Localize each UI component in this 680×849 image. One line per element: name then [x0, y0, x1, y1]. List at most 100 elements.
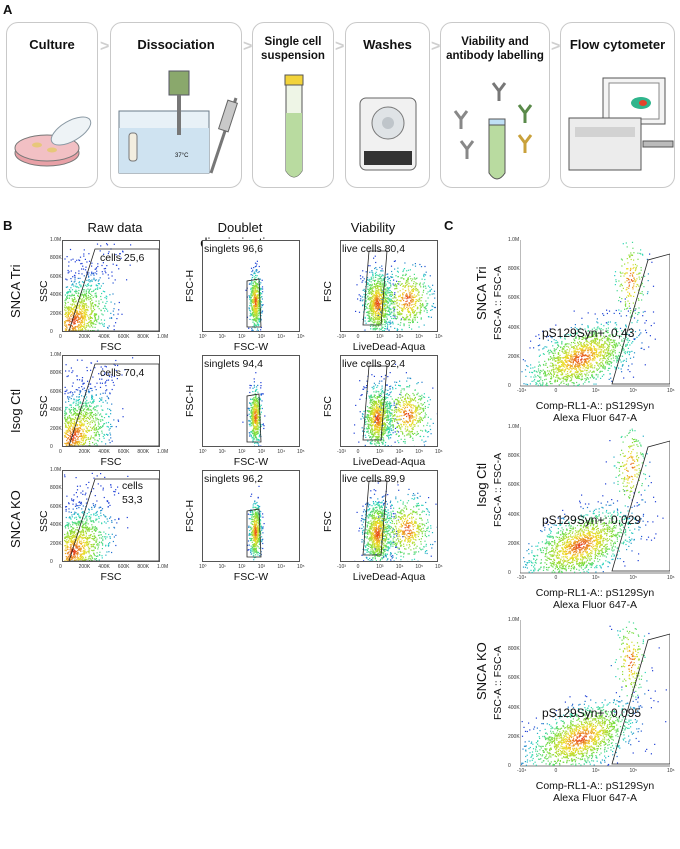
event-dot	[64, 323, 66, 325]
event-dot	[378, 407, 381, 409]
event-dot	[254, 295, 256, 297]
event-dot	[253, 406, 255, 408]
event-dot	[107, 408, 109, 410]
event-dot	[384, 430, 386, 432]
event-dot	[108, 277, 110, 279]
event-dot	[381, 387, 383, 389]
event-dot	[99, 277, 101, 279]
event-dot	[400, 277, 402, 279]
event-dot	[384, 320, 386, 322]
event-dot	[258, 444, 260, 446]
event-dot	[93, 407, 95, 409]
event-dot	[373, 435, 375, 437]
event-dot	[386, 318, 388, 320]
tick-label: 10³	[376, 334, 384, 340]
event-dot	[368, 428, 370, 430]
event-dot	[372, 301, 374, 303]
event-dot	[86, 308, 88, 310]
event-dot	[83, 304, 86, 306]
event-dot	[75, 326, 77, 328]
event-dot	[408, 310, 410, 313]
event-dot	[373, 404, 375, 407]
event-dot	[85, 398, 87, 400]
event-dot	[75, 319, 77, 321]
event-dot	[71, 440, 73, 442]
event-dot	[378, 285, 381, 287]
event-dot	[94, 386, 96, 388]
event-dot	[67, 438, 69, 440]
event-dot	[89, 438, 92, 440]
event-dot	[91, 262, 93, 264]
event-dot	[94, 268, 96, 270]
event-dot	[375, 285, 377, 287]
event-dot	[112, 310, 114, 312]
arrow-2: >	[243, 38, 253, 55]
event-dot	[410, 291, 412, 293]
event-dot	[398, 303, 401, 305]
event-dot	[75, 414, 77, 416]
event-dot	[372, 396, 374, 398]
gate-polygon	[362, 250, 388, 326]
event-dot	[419, 263, 421, 266]
event-dot	[256, 304, 258, 306]
event-dot	[254, 397, 257, 399]
event-dot	[102, 301, 104, 303]
event-dot	[80, 435, 82, 437]
event-dot	[79, 301, 81, 303]
event-dot	[400, 283, 402, 285]
event-dot	[379, 414, 381, 416]
tick-label: 0	[50, 329, 53, 335]
event-dot	[388, 309, 390, 311]
event-dot	[418, 311, 420, 313]
event-dot	[84, 312, 86, 314]
event-dot	[378, 429, 380, 431]
event-dot	[389, 434, 391, 436]
event-dot	[257, 405, 259, 407]
event-dot	[376, 426, 378, 429]
event-dot	[65, 312, 67, 314]
event-dot	[377, 430, 379, 432]
event-dot	[371, 270, 373, 272]
event-dot	[111, 440, 113, 442]
event-dot	[90, 280, 92, 282]
event-dot	[81, 359, 83, 361]
event-dot	[407, 277, 409, 279]
event-dot	[66, 375, 68, 378]
event-dot	[73, 398, 75, 400]
event-dot	[73, 424, 75, 426]
event-dot	[379, 316, 381, 318]
event-dot	[87, 297, 89, 299]
event-dot	[85, 313, 87, 316]
event-dot	[111, 388, 113, 391]
event-dot	[255, 303, 257, 305]
event-dot	[383, 401, 386, 403]
event-dot	[375, 305, 378, 307]
event-dot	[67, 443, 69, 445]
event-dot	[253, 400, 255, 403]
event-dot	[78, 310, 81, 312]
event-dot	[104, 307, 106, 309]
event-dot	[395, 287, 397, 290]
event-dot	[66, 426, 68, 429]
event-dot	[381, 443, 384, 445]
event-dot	[117, 364, 119, 367]
arrow-4: >	[431, 38, 441, 55]
event-dot	[373, 395, 375, 398]
event-dot	[250, 296, 252, 298]
event-dot	[67, 397, 69, 399]
event-dot	[260, 425, 262, 427]
event-dot	[93, 429, 95, 431]
event-dot	[385, 307, 387, 309]
event-dot	[81, 407, 83, 409]
event-dot	[375, 300, 377, 302]
event-dot	[372, 309, 374, 311]
event-dot	[253, 293, 256, 295]
event-dot	[377, 307, 379, 309]
event-dot	[66, 421, 68, 423]
event-dot	[72, 408, 74, 411]
event-dot	[111, 376, 113, 378]
event-dot	[105, 366, 107, 368]
event-dot	[369, 317, 371, 319]
tick-label: 10⁰	[199, 334, 207, 340]
event-dot	[77, 326, 79, 328]
